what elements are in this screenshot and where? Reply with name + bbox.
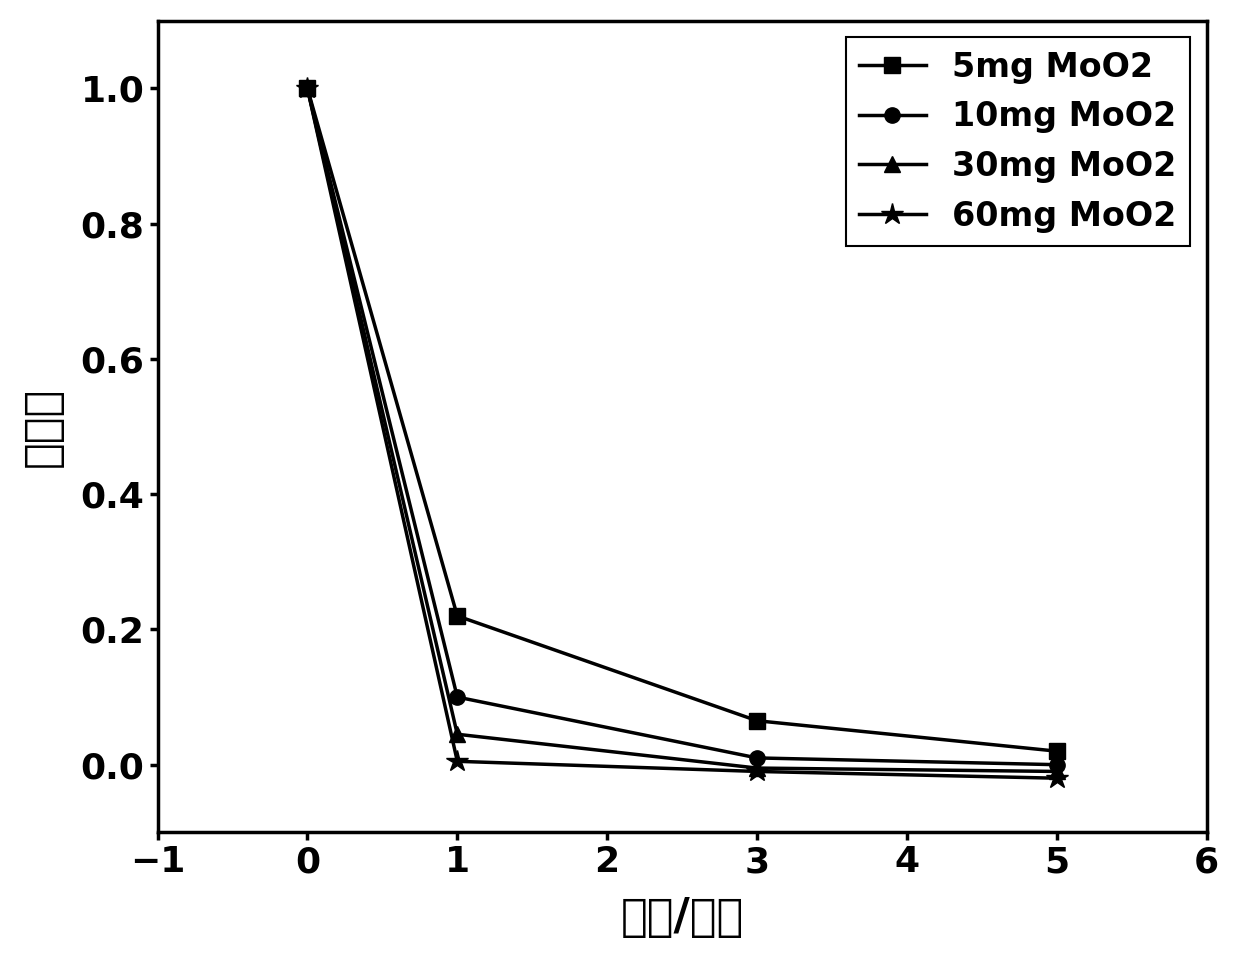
Line: 10mg MoO2: 10mg MoO2	[300, 81, 1064, 773]
10mg MoO2	[450, 691, 465, 703]
10mg MoO2	[1049, 759, 1064, 771]
Line: 60mg MoO2: 60mg MoO2	[296, 78, 1068, 789]
Legend: 5mg MoO2, 10mg MoO2, 30mg MoO2, 60mg MoO2: 5mg MoO2, 10mg MoO2, 30mg MoO2, 60mg MoO…	[846, 37, 1190, 246]
Y-axis label: 降解率: 降解率	[21, 387, 63, 467]
30mg MoO2	[300, 83, 315, 94]
5mg MoO2	[300, 83, 315, 94]
5mg MoO2	[1049, 745, 1064, 756]
10mg MoO2	[300, 83, 315, 94]
60mg MoO2	[1049, 773, 1064, 784]
10mg MoO2	[749, 753, 764, 764]
5mg MoO2	[450, 611, 465, 622]
30mg MoO2	[450, 729, 465, 740]
60mg MoO2	[749, 766, 764, 778]
5mg MoO2	[749, 715, 764, 727]
30mg MoO2	[1049, 766, 1064, 778]
30mg MoO2	[749, 762, 764, 774]
Line: 30mg MoO2: 30mg MoO2	[300, 81, 1064, 780]
Line: 5mg MoO2: 5mg MoO2	[300, 81, 1064, 758]
60mg MoO2	[450, 756, 465, 767]
X-axis label: 时间/分钟: 时间/分钟	[620, 897, 744, 939]
60mg MoO2	[300, 83, 315, 94]
